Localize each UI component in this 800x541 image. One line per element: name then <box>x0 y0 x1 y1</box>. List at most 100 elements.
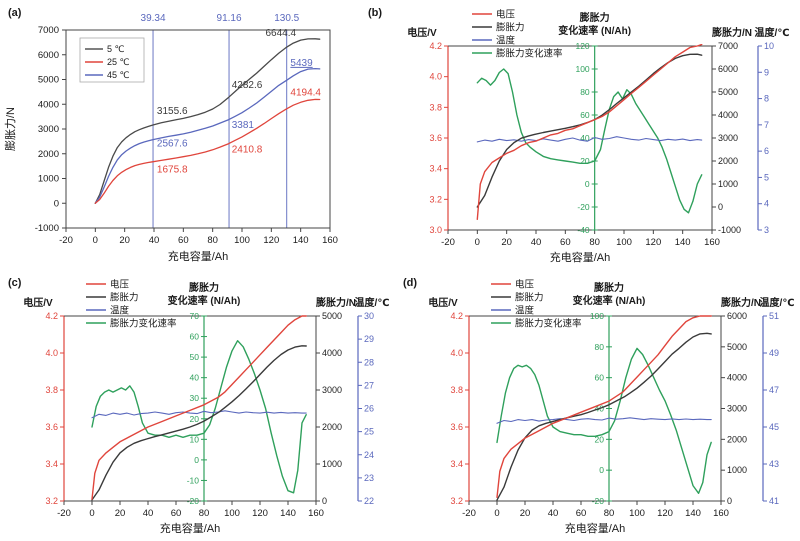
svg-text:39.34: 39.34 <box>141 13 166 24</box>
svg-text:6: 6 <box>764 146 769 156</box>
svg-text:0: 0 <box>718 202 723 212</box>
svg-text:8: 8 <box>764 94 769 104</box>
svg-text:20: 20 <box>580 156 590 166</box>
svg-text:3.8: 3.8 <box>429 102 442 112</box>
svg-text:5439: 5439 <box>290 58 313 69</box>
svg-text:3.6: 3.6 <box>45 422 58 432</box>
svg-text:3381: 3381 <box>232 120 255 131</box>
svg-text:40: 40 <box>548 508 559 519</box>
svg-text:3.2: 3.2 <box>45 496 58 506</box>
svg-text:膨胀力变化速率: 膨胀力变化速率 <box>515 318 582 330</box>
svg-text:7000: 7000 <box>718 41 738 51</box>
svg-text:0: 0 <box>93 235 98 246</box>
svg-text:4.0: 4.0 <box>450 348 463 358</box>
svg-text:6000: 6000 <box>727 311 747 321</box>
svg-text:43: 43 <box>769 459 779 469</box>
svg-text:20: 20 <box>190 414 200 424</box>
svg-text:变化速率 (N/Ah): 变化速率 (N/Ah) <box>573 294 646 307</box>
panel-c-multi-axis-chart: -20 0 20 40 60 80 100 120 140 1603.23.43.63.84.04… <box>8 277 390 535</box>
svg-text:5 ℃: 5 ℃ <box>107 44 125 54</box>
svg-text:3.4: 3.4 <box>429 164 442 174</box>
svg-text:3.8: 3.8 <box>45 385 58 395</box>
svg-text:变化速率 (N/Ah): 变化速率 (N/Ah) <box>168 294 241 307</box>
svg-text:40: 40 <box>190 373 200 383</box>
svg-text:3.4: 3.4 <box>45 459 58 469</box>
svg-text:2000: 2000 <box>322 422 342 432</box>
svg-text:1000: 1000 <box>727 465 747 475</box>
svg-text:-20: -20 <box>187 496 200 506</box>
svg-text:70: 70 <box>190 311 200 321</box>
svg-text:2567.6: 2567.6 <box>157 138 188 149</box>
svg-text:充电容量/Ah: 充电容量/Ah <box>565 521 626 535</box>
svg-text:80: 80 <box>595 342 605 352</box>
svg-text:3.4: 3.4 <box>450 459 463 469</box>
svg-text:6000: 6000 <box>718 64 738 74</box>
svg-text:7: 7 <box>764 120 769 130</box>
svg-text:6644.4: 6644.4 <box>265 28 296 39</box>
svg-text:22: 22 <box>364 496 374 506</box>
svg-text:-20: -20 <box>592 496 605 506</box>
svg-text:5000: 5000 <box>727 342 747 352</box>
svg-text:(c): (c) <box>8 277 22 289</box>
svg-text:4000: 4000 <box>38 99 59 110</box>
svg-text:20: 20 <box>520 508 531 519</box>
svg-text:2000: 2000 <box>718 156 738 166</box>
svg-text:膨胀力: 膨胀力 <box>496 22 525 34</box>
svg-text:40: 40 <box>580 133 590 143</box>
svg-text:-1000: -1000 <box>718 225 741 235</box>
svg-text:160: 160 <box>322 235 338 246</box>
svg-text:160: 160 <box>308 508 324 519</box>
svg-text:4.2: 4.2 <box>450 311 463 321</box>
svg-text:(b): (b) <box>368 7 382 19</box>
svg-text:60: 60 <box>595 373 605 383</box>
svg-text:充电容量/Ah: 充电容量/Ah <box>168 249 229 263</box>
svg-text:100: 100 <box>590 311 604 321</box>
panel-d-multi-axis-chart: -20 0 20 40 60 80 100 120 140 160 3.2 3.4 3.6 3.8 4.0 4… <box>403 277 795 535</box>
svg-text:(a): (a) <box>8 7 22 19</box>
svg-text:80: 80 <box>580 87 590 97</box>
svg-text:100: 100 <box>234 235 250 246</box>
svg-text:3000: 3000 <box>727 404 747 414</box>
svg-text:-10: -10 <box>187 475 200 485</box>
svg-text:100: 100 <box>616 237 632 248</box>
svg-text:0: 0 <box>322 496 327 506</box>
svg-text:140: 140 <box>293 235 309 246</box>
svg-text:温度: 温度 <box>515 305 535 317</box>
panel-a-swelling-force-vs-capacity-chart: 39.34 91.16 130.5 -20 0 20 40 60 80 100 120 140 160 -… <box>3 7 338 263</box>
svg-text:3000: 3000 <box>38 124 59 135</box>
svg-text:0: 0 <box>585 179 590 189</box>
svg-text:47: 47 <box>769 385 779 395</box>
svg-text:温度: 温度 <box>110 305 130 317</box>
svg-text:4282.6: 4282.6 <box>232 80 263 91</box>
svg-text:4000: 4000 <box>727 373 747 383</box>
svg-text:4.0: 4.0 <box>45 348 58 358</box>
svg-text:膨胀力变化速率: 膨胀力变化速率 <box>496 48 563 60</box>
svg-text:电压/V: 电压/V <box>428 296 458 309</box>
svg-text:温度/℃: 温度/℃ <box>760 296 795 309</box>
svg-text:膨胀力: 膨胀力 <box>580 11 610 24</box>
svg-text:20: 20 <box>595 434 605 444</box>
svg-text:160: 160 <box>704 237 720 248</box>
svg-text:80: 80 <box>207 235 218 246</box>
svg-text:0: 0 <box>475 237 480 248</box>
svg-text:7000: 7000 <box>38 25 59 36</box>
svg-text:3.0: 3.0 <box>429 225 442 235</box>
svg-text:4194.4: 4194.4 <box>290 88 321 99</box>
svg-text:-20: -20 <box>57 508 71 519</box>
svg-text:27: 27 <box>364 380 374 390</box>
svg-text:120: 120 <box>645 237 661 248</box>
svg-text:3000: 3000 <box>322 385 342 395</box>
svg-text:25: 25 <box>364 427 374 437</box>
svg-text:膨胀力/N: 膨胀力/N <box>712 26 752 39</box>
svg-text:膨胀力变化速率: 膨胀力变化速率 <box>110 318 177 330</box>
svg-text:1000: 1000 <box>718 179 738 189</box>
svg-text:49: 49 <box>769 348 779 358</box>
svg-text:温度/℃: 温度/℃ <box>355 296 390 309</box>
svg-text:140: 140 <box>675 237 691 248</box>
svg-text:变化速率 (N/Ah): 变化速率 (N/Ah) <box>558 24 631 37</box>
svg-text:电压/V: 电压/V <box>23 296 53 309</box>
svg-text:4.0: 4.0 <box>429 72 442 82</box>
svg-text:电压: 电压 <box>496 9 516 21</box>
svg-text:膨胀力/N: 膨胀力/N <box>316 296 356 309</box>
svg-text:1000: 1000 <box>38 174 59 185</box>
